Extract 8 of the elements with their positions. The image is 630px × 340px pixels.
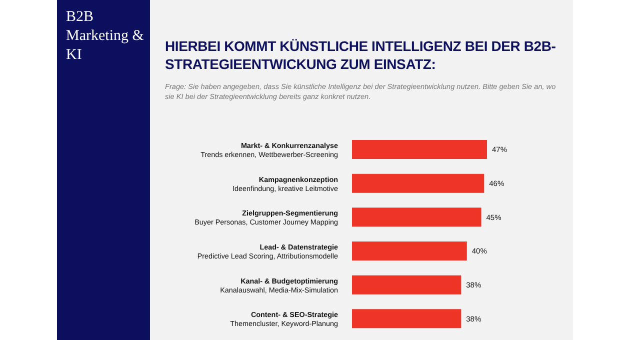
bar [352,174,484,193]
chart-title: HIERBEI KOMMT KÜNSTLICHE INTELLIGENZ BEI DER B2B-STRATEGIEENTWICKUNG ZUM EINSATZ: [165,37,557,73]
text: B2B Marketing & KI [66,8,145,65]
bar [352,309,462,328]
bar [352,208,482,227]
bar [352,242,467,260]
bar [352,275,462,294]
bar [352,140,487,159]
